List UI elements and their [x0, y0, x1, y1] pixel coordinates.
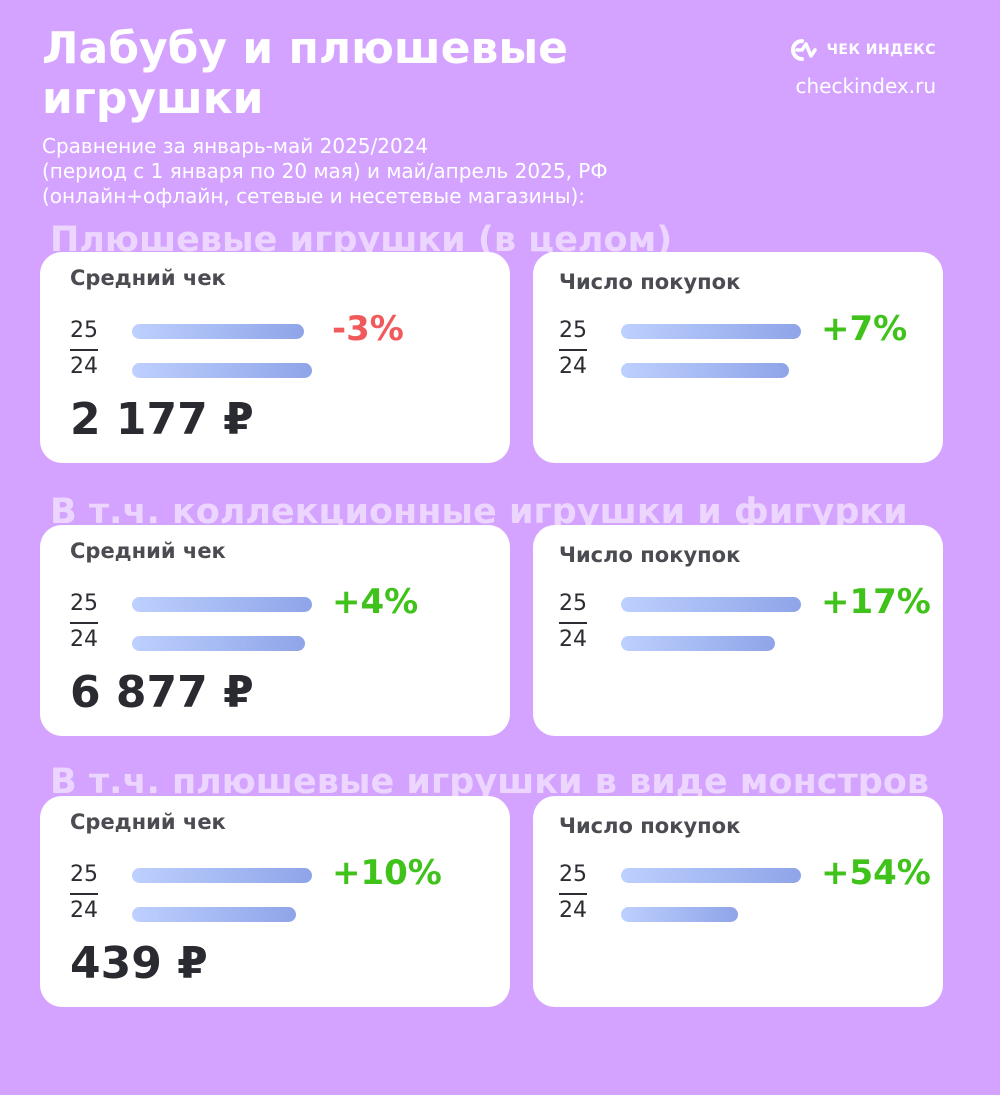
card-label: Число покупок: [559, 270, 741, 294]
brand-url[interactable]: checkindex.ru: [795, 74, 936, 98]
bar-2025: [132, 868, 312, 883]
change-percent: +10%: [332, 853, 442, 893]
change-percent: +4%: [332, 582, 419, 622]
year-divider: [559, 893, 587, 895]
card-label: Число покупок: [559, 814, 741, 838]
purchases-card: Число покупок 25 24 +17%: [533, 525, 943, 736]
change-percent: -3%: [332, 309, 404, 349]
year-divider: [559, 349, 587, 351]
year-label-25: 25: [559, 862, 587, 887]
brand: ЧЕК ИНДЕКС checkindex.ru: [789, 38, 936, 98]
avg-check-card: Средний чек 25 24 +10% 439 ₽: [40, 796, 510, 1007]
bar-2025: [621, 324, 801, 339]
year-label-24: 24: [70, 627, 98, 652]
subtitle-line: (онлайн+офлайн, сетевые и несетевые мага…: [42, 184, 586, 208]
bar-2024: [621, 636, 775, 651]
bar-2025: [621, 868, 801, 883]
year-label-25: 25: [559, 318, 587, 343]
bar-2024: [132, 636, 305, 651]
year-divider: [70, 349, 98, 351]
change-percent: +17%: [821, 582, 931, 622]
bar-2024: [621, 907, 738, 922]
year-label-25: 25: [70, 862, 98, 887]
year-divider: [70, 622, 98, 624]
year-label-24: 24: [559, 354, 587, 379]
year-label-25: 25: [70, 318, 98, 343]
card-label: Средний чек: [70, 539, 226, 563]
year-label-25: 25: [70, 591, 98, 616]
page-subtitle: Сравнение за январь-май 2025/2024 (перио…: [42, 134, 742, 209]
bar-2025: [132, 597, 312, 612]
year-label-24: 24: [70, 898, 98, 923]
section-heading: В т.ч. плюшевые игрушки в виде монстров: [50, 762, 930, 802]
purchases-card: Число покупок 25 24 +7%: [533, 252, 943, 463]
bar-2025: [132, 324, 304, 339]
purchases-card: Число покупок 25 24 +54%: [533, 796, 943, 1007]
year-label-25: 25: [559, 591, 587, 616]
year-divider: [70, 893, 98, 895]
year-divider: [559, 622, 587, 624]
checkindex-logo-icon: [790, 39, 817, 61]
avg-check-card: Средний чек 25 24 +4% 6 877 ₽: [40, 525, 510, 736]
change-percent: +54%: [821, 853, 931, 893]
card-label: Число покупок: [559, 543, 741, 567]
subtitle-line: Сравнение за январь-май 2025/2024: [42, 134, 429, 158]
page-title: Лабубу и плюшевые игрушки: [42, 23, 568, 124]
year-label-24: 24: [70, 354, 98, 379]
avg-check-card: Средний чек 25 24 -3% 2 177 ₽: [40, 252, 510, 463]
brand-name: ЧЕК ИНДЕКС: [826, 42, 936, 58]
average-check-value: 2 177 ₽: [70, 394, 254, 445]
year-label-24: 24: [559, 627, 587, 652]
average-check-value: 439 ₽: [70, 938, 208, 989]
card-label: Средний чек: [70, 266, 226, 290]
average-check-value: 6 877 ₽: [70, 667, 254, 718]
bar-2024: [132, 363, 312, 378]
bar-2024: [132, 907, 296, 922]
change-percent: +7%: [821, 309, 908, 349]
subtitle-line: (период с 1 января по 20 мая) и май/апре…: [42, 159, 608, 183]
year-label-24: 24: [559, 898, 587, 923]
bar-2025: [621, 597, 801, 612]
card-label: Средний чек: [70, 810, 226, 834]
brand-logo: ЧЕК ИНДЕКС: [789, 38, 936, 62]
bar-2024: [621, 363, 789, 378]
